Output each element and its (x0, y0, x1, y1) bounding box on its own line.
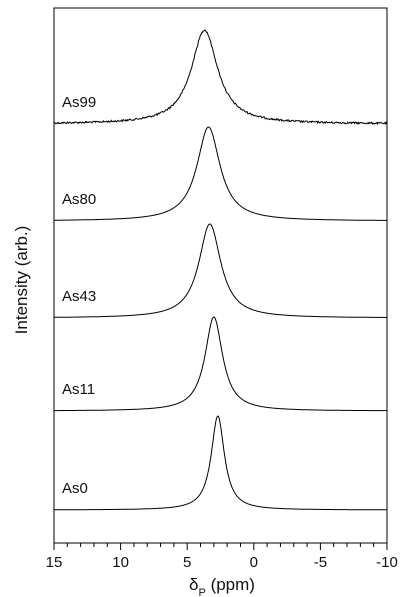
x-axis-title-units: (ppm) (206, 575, 255, 594)
spectrum-traces (53, 29, 388, 511)
spectrum-line (54, 126, 387, 221)
spectrum-line (54, 223, 387, 318)
spectrum-line (53, 29, 388, 126)
x-axis-ticks: 15 10 5 0 -5 -10 (46, 543, 398, 571)
trace-label: As99 (62, 94, 96, 111)
x-tick-label: 15 (46, 554, 63, 571)
x-tick-label: -5 (314, 554, 327, 571)
x-axis-title: δP (ppm) (189, 575, 255, 597)
trace-label: As43 (62, 288, 96, 305)
y-axis-title: Intensity (arb.) (12, 226, 31, 335)
plot-frame (53, 7, 388, 544)
trace-labels: As99 As80 As43 As11 As0 (62, 94, 96, 497)
x-axis-title-subscript: P (199, 587, 206, 597)
trace-label: As0 (62, 480, 88, 497)
x-axis-title-symbol: δ (189, 575, 198, 594)
x-tick-label: 10 (112, 554, 129, 571)
x-tick-label: -10 (376, 554, 398, 571)
trace-label: As80 (62, 191, 96, 208)
trace-label: As11 (62, 381, 95, 398)
x-tick-label: 5 (183, 554, 191, 571)
spectrum-line (54, 316, 387, 412)
spectrum-line (54, 415, 387, 511)
x-tick-label: 0 (250, 554, 258, 571)
